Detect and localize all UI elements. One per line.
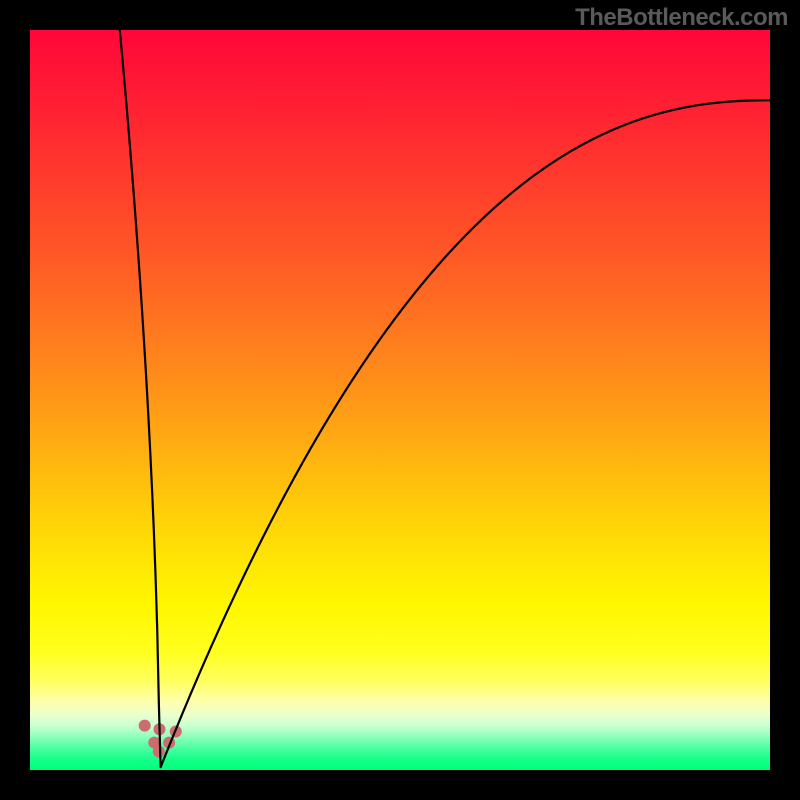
- chart-svg: [0, 0, 800, 800]
- watermark-text: TheBottleneck.com: [575, 4, 788, 32]
- cusp-marker: [139, 720, 151, 732]
- cusp-marker: [153, 746, 165, 758]
- chart-container: TheBottleneck.com: [0, 0, 800, 800]
- gradient-background: [30, 30, 770, 770]
